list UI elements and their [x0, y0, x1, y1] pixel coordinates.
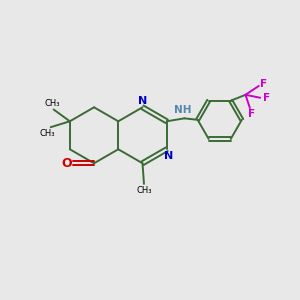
Text: CH₃: CH₃ [136, 186, 152, 195]
Text: CH₃: CH₃ [44, 99, 60, 108]
Text: CH₃: CH₃ [40, 129, 56, 138]
Text: N: N [138, 96, 147, 106]
Text: F: F [260, 79, 267, 88]
Text: NH: NH [174, 105, 192, 116]
Text: O: O [62, 157, 72, 170]
Text: N: N [164, 151, 173, 161]
Text: F: F [248, 109, 255, 119]
Text: F: F [262, 93, 270, 103]
